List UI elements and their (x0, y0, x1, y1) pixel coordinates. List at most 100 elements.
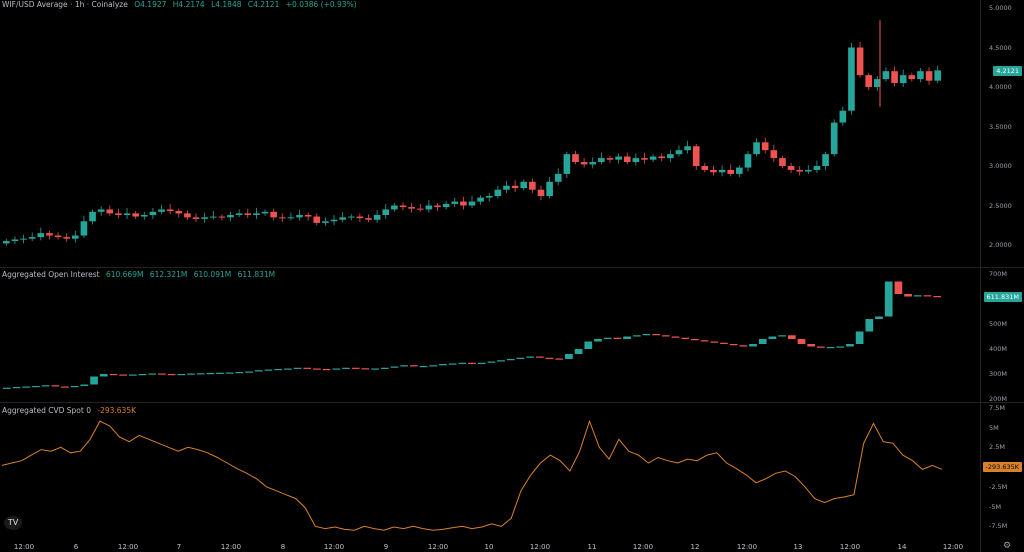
oi-legend: Aggregated Open Interest 610.669M 612.32… (2, 270, 279, 279)
oi-bar (468, 362, 476, 364)
time-tick: 12:00 (632, 543, 654, 551)
ohlc-close: C4.2121 (247, 0, 280, 9)
candle (710, 166, 717, 176)
candle (71, 230, 79, 243)
ohlc-low: L4.1848 (211, 0, 242, 9)
pane-separator[interactable] (0, 402, 1024, 403)
oi-bar (652, 334, 660, 336)
tradingview-logo-icon[interactable]: TV (4, 516, 22, 530)
candle (667, 150, 674, 163)
pane-separator[interactable] (0, 267, 1024, 268)
time-tick: 6 (73, 543, 79, 551)
oi-bar (458, 362, 467, 364)
candle (925, 67, 933, 85)
candle (856, 41, 864, 78)
candle (37, 227, 45, 241)
candle (175, 208, 183, 218)
oi-bar (216, 372, 224, 374)
candle (3, 238, 10, 246)
time-tick: 12:00 (117, 543, 139, 551)
oi-bar (768, 336, 777, 339)
candle (184, 210, 191, 220)
oi-tick: 200M (989, 395, 1008, 403)
candle (822, 151, 829, 170)
oi-bar (923, 295, 932, 297)
oi-tick: 700M (989, 270, 1008, 278)
ohlc-open: O4.1927 (134, 0, 167, 9)
oi-bar (545, 357, 554, 359)
oi-bar (477, 362, 486, 364)
time-tick: 12:00 (427, 543, 449, 551)
time-tick: 9 (383, 543, 389, 551)
oi-bar (807, 344, 816, 347)
candle (382, 203, 390, 219)
candle (434, 203, 441, 212)
oi-bar (855, 331, 864, 344)
cvd-value: -293.635K (97, 406, 137, 415)
candle (606, 155, 614, 163)
oi-bar (128, 374, 137, 376)
cvd-title[interactable]: Aggregated CVD Spot 0 (2, 406, 91, 415)
candle (347, 214, 355, 221)
candle (425, 199, 433, 213)
candle (589, 157, 597, 169)
gear-icon[interactable]: ⚙ (1003, 541, 1012, 551)
time-tick: 14 (897, 543, 907, 551)
oi-bar (313, 368, 321, 370)
candle (460, 196, 467, 210)
oi-bar (565, 354, 573, 359)
candle (166, 203, 174, 215)
cvd-tick: -5M (989, 502, 1002, 511)
oi-bar (516, 357, 525, 359)
candle (106, 205, 114, 216)
oi-bar (380, 367, 389, 369)
candle (20, 234, 27, 244)
candle (615, 153, 622, 164)
oi-bar (623, 336, 631, 339)
oi-value: 610.669M (105, 270, 144, 279)
candle (227, 211, 234, 222)
candle (158, 204, 165, 215)
candle (529, 178, 536, 193)
time-tick: 12:00 (942, 543, 964, 551)
oi-bar (681, 337, 690, 339)
price-tick: 2.5000 (989, 201, 1012, 210)
candle (373, 210, 381, 223)
candle (296, 209, 303, 221)
candle (805, 165, 812, 174)
ohlc-high: H4.2174 (172, 0, 205, 9)
candle (63, 233, 70, 242)
candle (779, 155, 786, 169)
candle (97, 206, 105, 216)
oi-bar (913, 295, 922, 297)
candle (736, 165, 743, 178)
oi-bar (206, 373, 215, 375)
candle (684, 140, 691, 154)
oi-title[interactable]: Aggregated Open Interest (2, 270, 100, 279)
oi-bar (875, 316, 883, 319)
oi-bar (933, 296, 941, 298)
candle (330, 214, 338, 226)
oi-bar (603, 337, 612, 339)
oi-bar (196, 373, 205, 375)
candle (322, 217, 329, 227)
oi-tick: 300M (989, 370, 1008, 378)
oi-bar (274, 369, 283, 371)
oi-bar (613, 337, 622, 339)
price-tick: 4.0000 (989, 83, 1012, 91)
symbol-title[interactable]: WIF/USD Average · 1h · Coinalyze (2, 0, 128, 9)
oi-bar (90, 376, 98, 385)
oi-bar (3, 387, 11, 389)
oi-bars (3, 281, 941, 389)
oi-bar (526, 356, 534, 358)
price-pane[interactable] (0, 0, 980, 268)
cvd-pane[interactable] (0, 403, 980, 540)
oi-pane[interactable] (0, 268, 980, 402)
oi-bar (351, 367, 360, 369)
candle (209, 211, 217, 220)
oi-bar (535, 356, 544, 358)
oi-bar (148, 373, 157, 375)
candle (399, 202, 407, 211)
cvd-tick: 2.5M (989, 443, 1005, 452)
candle (753, 138, 760, 157)
